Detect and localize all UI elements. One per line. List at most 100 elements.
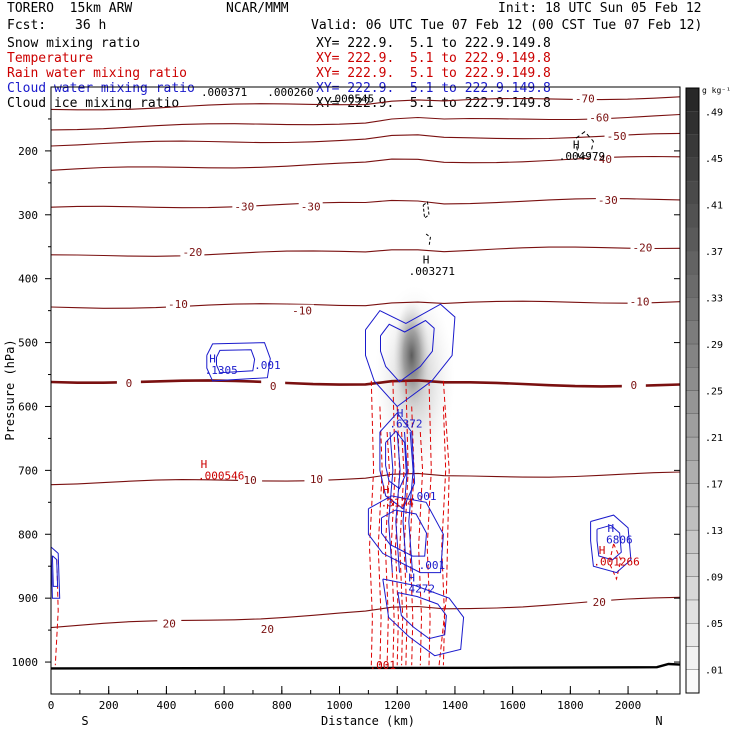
isotherm-label-bg — [587, 111, 612, 124]
colorbar-segment — [685, 134, 700, 159]
colorbar-segment — [685, 669, 700, 694]
isotherm-label: 10 — [310, 473, 323, 486]
y-tick-label: 700 — [18, 464, 38, 477]
isotherm--20 — [50, 246, 681, 257]
isotherm-label: -10 — [630, 295, 650, 308]
variable-temperature: Temperature — [7, 51, 94, 66]
colorbar-label: .41 — [705, 200, 723, 211]
colorbar-segment — [685, 483, 700, 508]
x-tick-label: 1800 — [557, 699, 584, 712]
x-tick-label: 200 — [99, 699, 119, 712]
init-time: Init: 18 UTC Sun 05 Feb 12 — [498, 1, 702, 16]
annotation-label: .000546 — [198, 469, 244, 482]
cloud-water-contour-inner — [216, 349, 256, 374]
cloud-water-contour — [379, 412, 416, 510]
rain-contour — [426, 380, 432, 666]
rain-contour-north — [608, 543, 622, 581]
contour-label-bg — [165, 298, 190, 311]
cloud-water-contour-column — [402, 431, 408, 573]
snow-shade-core — [393, 300, 430, 411]
colorbar-label: .09 — [705, 573, 723, 584]
colorbar-segment — [685, 413, 700, 438]
rain-contour — [403, 380, 409, 666]
annotation-label: .004979 — [559, 150, 605, 163]
rain-contour — [399, 431, 405, 666]
variable-rain: Rain water mixing ratio — [7, 66, 188, 81]
contour-label: 10 — [243, 474, 256, 487]
colorbar-segment — [685, 436, 700, 461]
cloud-water-contour — [367, 495, 444, 574]
y-tick-label: 900 — [18, 592, 38, 605]
cloud-water-contour-inner — [51, 555, 59, 587]
colorbar-segment — [685, 204, 700, 228]
y-tick-label: 600 — [18, 400, 38, 413]
ground-surface — [50, 662, 681, 670]
y-tick-label: 800 — [18, 528, 38, 541]
contour-label-bg — [255, 622, 280, 635]
colorbar-segment — [685, 529, 700, 554]
y-tick-label: 300 — [18, 209, 38, 222]
rain-contour — [390, 380, 396, 666]
contour-label-bg — [298, 200, 323, 213]
isotherm--60 — [50, 113, 681, 131]
colorbar-label: .17 — [705, 480, 723, 491]
annotation-label: .6372 — [389, 418, 422, 431]
cloud-water-contour-inner — [381, 509, 428, 557]
isotherm--30 — [50, 197, 681, 209]
annotation-label: H — [408, 572, 415, 585]
colorbar-segment — [685, 297, 700, 321]
xy-rain: XY= 222.9. 5.1 to 222.9.149.8 — [316, 66, 551, 81]
isotherm-0 — [50, 379, 681, 388]
annotation-label: .3174 — [381, 496, 414, 509]
isotherm-label-bg — [604, 129, 629, 142]
cloud-water-contour-column — [388, 431, 394, 573]
colorbar-label: .13 — [705, 526, 723, 537]
annotation-label: H — [397, 407, 404, 420]
cloud-water-contour-inner — [397, 592, 447, 640]
colorbar-segment — [685, 343, 700, 368]
colorbar-label: .33 — [705, 293, 723, 304]
x-tick-label: 1000 — [326, 699, 353, 712]
cloud-water-contour-column — [395, 431, 401, 573]
contour-label: 20 — [261, 623, 274, 636]
annotation-label: .001 — [370, 659, 397, 672]
colorbar-segment — [685, 111, 700, 135]
rain-contour — [409, 406, 415, 666]
annotation-label: H — [201, 458, 208, 471]
annotation-label: .000545 — [328, 93, 374, 106]
contour-label-bg — [261, 380, 286, 393]
annotation-label: H — [573, 139, 580, 152]
isotherm-label-bg — [304, 473, 329, 486]
annotation-label: .001266 — [593, 556, 639, 569]
valid-time: Valid: 06 UTC Tue 07 Feb 12 (00 CST Tue … — [311, 18, 703, 33]
rain-contour — [384, 431, 390, 666]
isotherm-label: 0 — [631, 379, 638, 392]
colorbar-segment — [685, 646, 700, 670]
colorbar-segment — [685, 87, 700, 112]
colorbar-segment — [685, 599, 700, 624]
isotherm--40 — [50, 155, 681, 171]
colorbar-segment — [685, 390, 700, 414]
contour-label: -30 — [301, 200, 321, 213]
annotation-label: .001 — [419, 559, 446, 572]
colorbar-segment — [685, 367, 700, 391]
y-tick-label: 500 — [18, 337, 38, 350]
x-endpoint-south: S — [81, 714, 88, 728]
plot-frame — [50, 86, 681, 695]
rain-contour — [441, 406, 447, 666]
annotation-label: H — [599, 544, 606, 557]
x-tick-label: 1200 — [384, 699, 411, 712]
annotation-label: .000260 — [267, 86, 313, 99]
contour-label: 0 — [270, 380, 277, 393]
isotherm-label: -60 — [589, 111, 609, 124]
x-tick-label: 800 — [272, 699, 292, 712]
isotherm-20 — [50, 596, 681, 629]
annotation-label: .1305 — [205, 364, 238, 377]
contour-label: 20 — [163, 618, 176, 631]
contour-label-bg — [180, 245, 205, 258]
annotation-label: H — [607, 522, 614, 535]
x-tick-label: 600 — [214, 699, 234, 712]
xy-snow: XY= 222.9. 5.1 to 222.9.149.8 — [316, 36, 551, 51]
colorbar-label: .29 — [705, 340, 723, 351]
